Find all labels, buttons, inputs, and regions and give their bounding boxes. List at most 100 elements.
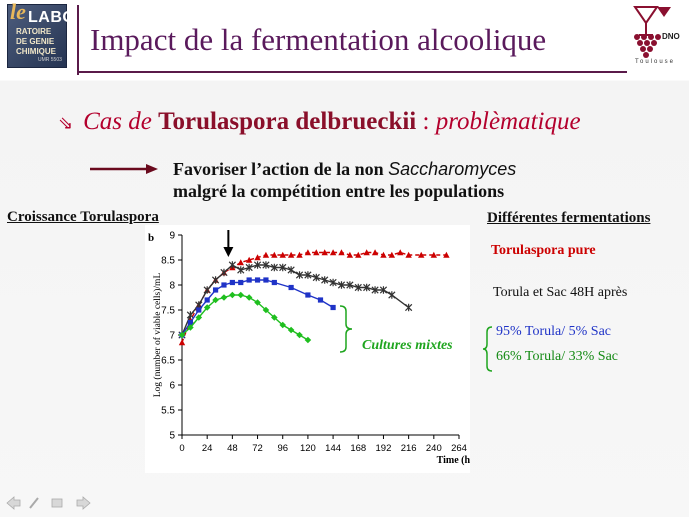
logo-small-text: UMR 5503 — [38, 57, 62, 63]
legend-66-torula: 66% Torula/ 33% Sac — [496, 349, 619, 364]
data-point-triangle — [329, 249, 337, 256]
data-point-square — [187, 319, 193, 326]
data-point-triangle — [405, 251, 412, 258]
data-point-triangle — [355, 251, 362, 258]
data-point-star — [346, 281, 354, 289]
x-tick-label: 216 — [401, 443, 417, 454]
data-point-star — [287, 266, 295, 274]
x-tick-label: 96 — [277, 443, 288, 454]
y-tick-label: 6.5 — [161, 356, 175, 367]
data-point-square — [271, 279, 277, 286]
data-point-star — [321, 276, 329, 284]
data-point-star — [279, 263, 287, 272]
data-point-square — [238, 279, 244, 286]
dno-logo-text: DNO — [662, 32, 680, 41]
x-tick-label: 192 — [376, 443, 392, 454]
panel-label: b — [148, 232, 154, 244]
legend-95-torula: 95% Torula/ 5% Sac — [496, 324, 612, 339]
legend-torulaspora-pure: Torulaspora pure — [491, 243, 596, 258]
y-tick-label: 7.5 — [161, 306, 175, 317]
data-point-star — [245, 263, 253, 272]
growth-chart: 5 5.5 6 6.5 7 7.5 8 8.5 9 0 24 48 72 96 120 144 168 192 21… — [145, 225, 473, 473]
data-point-square — [254, 277, 261, 283]
x-tick-label: 48 — [227, 443, 238, 454]
y-tick-label: 8.5 — [161, 256, 175, 267]
data-point-triangle — [237, 259, 244, 266]
slide-menu-icon[interactable] — [51, 498, 63, 508]
logo-line3: CHIMIQUE — [16, 47, 56, 56]
data-point-square — [317, 297, 324, 303]
data-point-star — [354, 283, 362, 292]
bullet-line-1a: Favoriser l’action de la non — [173, 159, 389, 179]
data-point-square — [330, 304, 336, 311]
data-point-star — [220, 268, 228, 277]
subtitle-species: Torulaspora delbrueckii — [158, 108, 417, 135]
bullet-arrow-icon: ⇘ — [58, 113, 74, 133]
data-point-star — [379, 286, 388, 294]
y-tick-label: 5 — [169, 431, 175, 442]
logo-le-text: le — [10, 0, 26, 24]
data-point-star — [253, 261, 262, 269]
data-point-star — [211, 276, 220, 284]
data-point-triangle — [338, 249, 345, 256]
x-tick-label: 72 — [252, 443, 263, 454]
data-point-square — [221, 282, 227, 288]
data-point-square — [288, 284, 294, 291]
data-point-triangle — [262, 251, 270, 258]
data-point-diamond — [262, 306, 270, 314]
data-point-diamond — [245, 294, 253, 301]
data-point-square — [196, 307, 202, 313]
data-point-star — [405, 303, 413, 312]
subtitle-qualifier: problèmatique — [435, 108, 581, 135]
x-tick-label: 144 — [325, 443, 341, 454]
dno-city-text: Toulouse — [635, 59, 676, 65]
x-axis-label: Time (h) — [437, 455, 470, 466]
data-point-star — [312, 273, 320, 282]
data-point-square — [246, 277, 252, 283]
x-tick-label: 168 — [350, 443, 366, 454]
data-point-triangle — [397, 249, 404, 256]
bullet-line-2: malgré la compétition entre les populati… — [173, 181, 505, 201]
data-point-square — [212, 287, 219, 293]
data-point-triangle — [418, 251, 425, 258]
data-point-triangle — [443, 251, 450, 258]
data-point-diamond — [287, 326, 295, 334]
legend-heading: Différentes fermentations — [487, 210, 651, 226]
title-vertical-rule — [77, 5, 79, 75]
bullet-line-1: Favoriser l’action de la non Saccharomyc… — [173, 159, 516, 180]
data-point-triangle — [313, 249, 320, 256]
data-point-triangle — [304, 249, 312, 256]
data-point-triangle — [254, 254, 261, 261]
growth-chart-svg: 5 5.5 6 6.5 7 7.5 8 8.5 9 0 24 48 72 96 120 144 168 192 21… — [148, 230, 473, 466]
y-axis-label: Log (number of viable cells)/mL — [152, 273, 163, 398]
bullet-long-arrow-icon — [90, 164, 158, 174]
forward-arrow-icon[interactable] — [76, 496, 91, 510]
subtitle-prefix: Cas de — [83, 108, 152, 135]
data-point-star — [186, 311, 195, 319]
data-point-star — [304, 271, 312, 279]
data-point-triangle — [287, 251, 295, 258]
cultures-mixtes-label: Cultures mixtes — [362, 338, 453, 353]
back-arrow-icon[interactable] — [6, 496, 21, 510]
dno-logo: DNO Toulouse — [631, 5, 687, 67]
x-tick-label: 240 — [426, 443, 442, 454]
data-point-star — [228, 261, 236, 269]
data-point-diamond — [279, 321, 287, 329]
data-point-diamond — [220, 294, 228, 301]
legend-torula-sac-48h: Torula et Sac 48H après — [493, 285, 628, 300]
y-tick-label: 8 — [169, 281, 175, 292]
logo-line1: RATOIRE — [16, 27, 52, 36]
arrow-annotation-head — [223, 247, 234, 257]
y-tick-label: 7 — [169, 331, 175, 342]
data-point-star — [262, 261, 270, 269]
data-point-square — [263, 277, 269, 283]
slide-subtitle: ⇘ Cas de Torulaspora delbrueckii : problè… — [58, 108, 581, 136]
data-point-star — [388, 291, 396, 299]
cultures-brace-icon — [339, 305, 353, 353]
data-point-triangle — [321, 249, 328, 256]
data-point-diamond — [304, 336, 312, 344]
data-point-star — [270, 263, 278, 272]
pen-icon[interactable] — [29, 497, 39, 509]
data-point-star — [337, 281, 346, 289]
